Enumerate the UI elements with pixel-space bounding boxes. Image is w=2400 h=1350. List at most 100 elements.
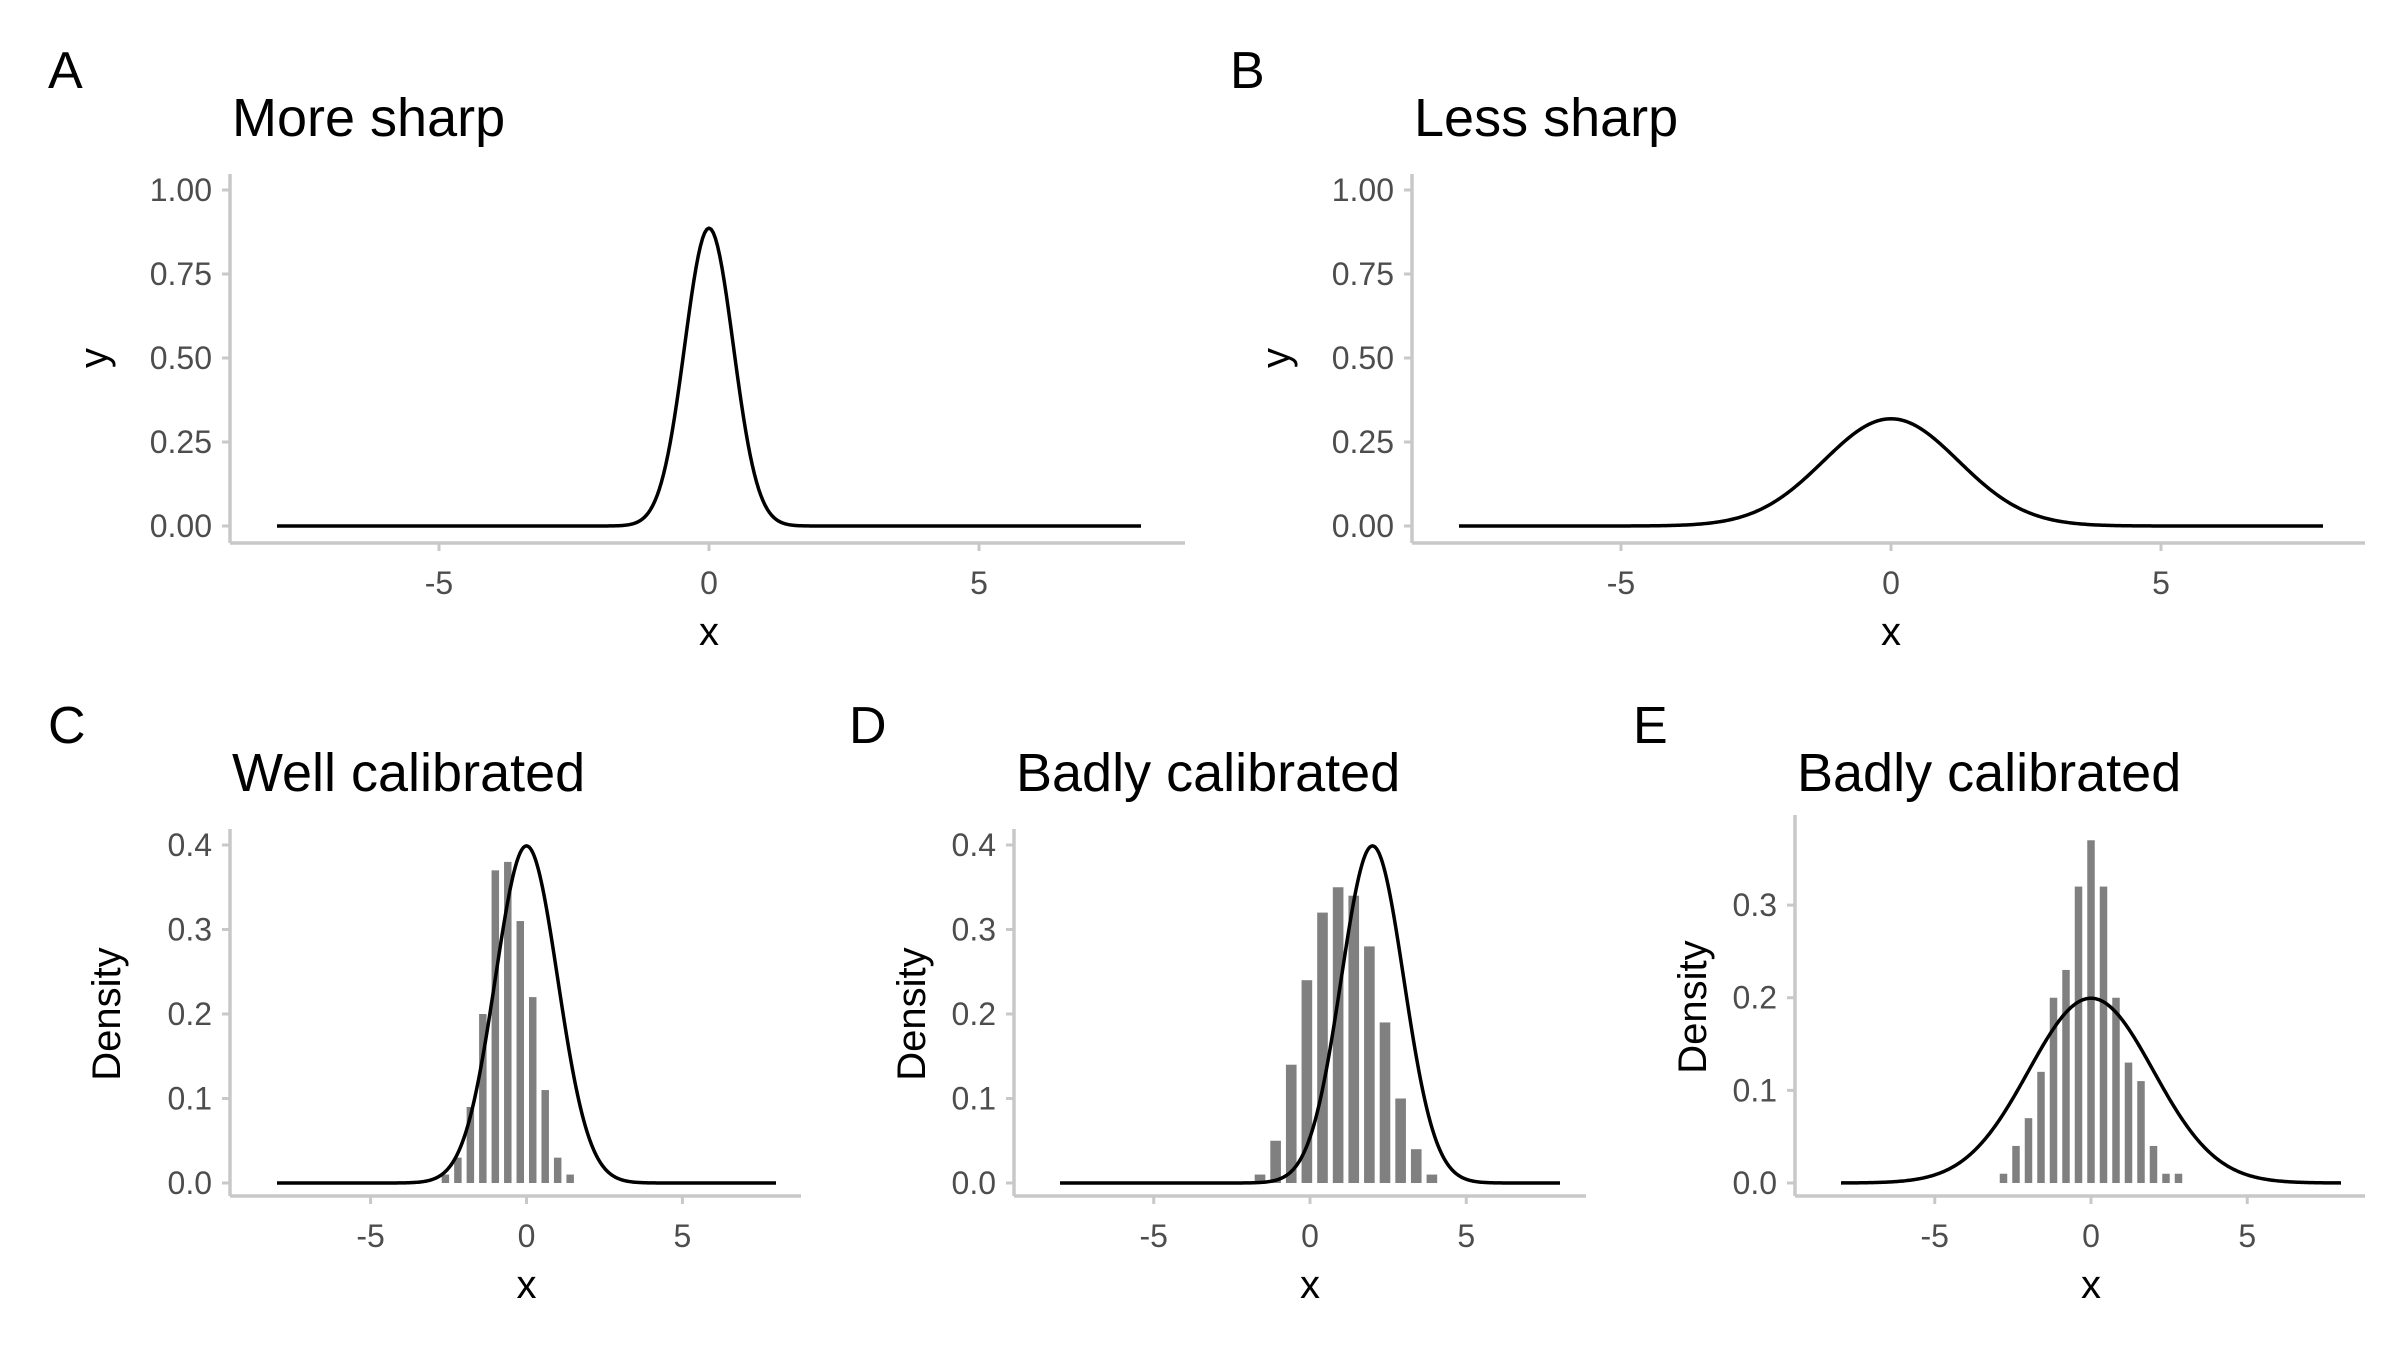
panel-tag: A <box>48 42 83 100</box>
panel-a: A More sharp 0.00 0.25 0.50 0.75 1.00 -5 0 5 x y <box>48 42 1185 654</box>
x-tick-label: -5 <box>356 1218 384 1254</box>
panel-title: Badly calibrated <box>1797 743 2181 803</box>
y-tick-label: 0.00 <box>150 508 212 544</box>
x-tick-label: 5 <box>2238 1218 2256 1254</box>
panel-c: C Well calibrated 0.0 0.1 0.2 0.3 0.4 -5 0 5 x Dens… <box>48 697 801 1307</box>
panel-tag: B <box>1230 42 1265 100</box>
x-tick-label: 0 <box>2082 1218 2100 1254</box>
histogram-bar <box>2024 1118 2033 1183</box>
histogram-bar <box>491 870 500 1183</box>
x-tick-label: -5 <box>1140 1218 1168 1254</box>
y-tick-label: 0.1 <box>952 1081 996 1117</box>
y-tick-label: 0.3 <box>952 912 996 948</box>
panel-b: B Less sharp 0.00 0.25 0.50 0.75 1.00 -5 0 5 x y <box>1230 42 2365 654</box>
histogram-bar <box>516 921 524 1183</box>
x-tick-label: -5 <box>1921 1218 1949 1254</box>
histogram-bar <box>1270 1140 1281 1183</box>
histogram-bar <box>479 1014 487 1183</box>
panel-d: D Badly calibrated 0.0 0.1 0.2 0.3 0.4 -5 0 5 x Den… <box>849 697 1586 1307</box>
histogram-bar <box>2037 1071 2045 1183</box>
y-axis-title: Density <box>1671 940 1715 1073</box>
histogram-bar <box>2012 1145 2020 1183</box>
y-tick-label: 0.00 <box>1332 508 1394 544</box>
y-tick-label: 0.75 <box>1332 256 1394 292</box>
histogram-bar <box>2112 997 2120 1183</box>
y-tick-label: 0.2 <box>1733 980 1777 1016</box>
density-curve <box>1059 844 1561 1185</box>
density-curve <box>276 844 777 1185</box>
histogram-bar <box>2124 1062 2133 1183</box>
histogram-bar <box>1364 946 1375 1183</box>
density-curve <box>277 226 1141 528</box>
y-tick-label: 0.0 <box>168 1165 212 1201</box>
histogram-bar <box>529 997 537 1183</box>
histogram-bar <box>1285 1064 1297 1183</box>
histogram-bar <box>1348 895 1360 1183</box>
panel-tag: D <box>849 697 887 755</box>
x-axis-title: x <box>1881 610 1901 654</box>
y-tick-label: 0.3 <box>1733 887 1777 923</box>
x-tick-label: 5 <box>1457 1218 1475 1254</box>
histogram-bar <box>1332 887 1344 1183</box>
y-tick-label: 0.2 <box>952 996 996 1032</box>
histogram-bar <box>1426 1174 1438 1183</box>
panel-tag: C <box>48 697 86 755</box>
x-axis-title: x <box>517 1263 537 1307</box>
histogram-bar <box>441 1174 450 1183</box>
y-tick-label: 0.50 <box>150 340 212 376</box>
x-tick-label: 0 <box>518 1218 536 1254</box>
x-tick-label: -5 <box>1607 565 1635 601</box>
histogram-bar <box>2174 1173 2183 1183</box>
histogram-bar <box>1379 1022 1391 1183</box>
panel-e: E Badly calibrated 0.0 0.1 0.2 0.3 -5 0 5 x Densit… <box>1633 697 2365 1307</box>
y-axis-title: Density <box>85 947 129 1080</box>
histogram-bar <box>454 1157 462 1183</box>
density-curve <box>1840 996 2342 1185</box>
y-tick-label: 0.4 <box>952 827 996 863</box>
histogram-bar <box>504 861 512 1183</box>
x-tick-label: 0 <box>1882 565 1900 601</box>
histogram-bar <box>2062 969 2070 1183</box>
histogram-bar <box>1410 1149 1422 1183</box>
x-axis-title: x <box>1300 1263 1320 1307</box>
density-curve <box>1459 417 2323 528</box>
panel-title: Badly calibrated <box>1016 743 1400 803</box>
x-tick-label: 0 <box>700 565 718 601</box>
panel-tag: E <box>1633 697 1668 755</box>
y-tick-label: 1.00 <box>150 172 212 208</box>
histogram-bar <box>553 1157 562 1183</box>
x-tick-label: 5 <box>674 1218 692 1254</box>
y-tick-label: 0.0 <box>952 1165 996 1201</box>
histogram-bar <box>541 1090 549 1183</box>
histogram-bar <box>2049 997 2058 1183</box>
histogram-bar <box>1301 980 1313 1183</box>
histogram-bar <box>1999 1173 2008 1183</box>
y-tick-label: 0.25 <box>1332 424 1394 460</box>
panel-title: More sharp <box>232 88 505 148</box>
histogram-bar <box>1317 912 1328 1183</box>
histogram-bar <box>2074 886 2083 1183</box>
y-tick-label: 0.2 <box>168 996 212 1032</box>
y-axis-title: y <box>72 348 116 368</box>
histogram-bar <box>566 1174 574 1183</box>
y-tick-label: 0.75 <box>150 256 212 292</box>
x-tick-label: 5 <box>970 565 988 601</box>
histogram-bar <box>2162 1173 2170 1183</box>
y-tick-label: 0.1 <box>1733 1072 1777 1108</box>
y-tick-label: 0.25 <box>150 424 212 460</box>
histogram-bar <box>466 1106 475 1183</box>
y-tick-label: 0.1 <box>168 1081 212 1117</box>
y-tick-label: 0.3 <box>168 912 212 948</box>
x-axis-title: x <box>699 610 719 654</box>
x-axis-title: x <box>2081 1263 2101 1307</box>
histogram-bar <box>1254 1174 1266 1183</box>
x-tick-label: 0 <box>1301 1218 1319 1254</box>
y-tick-label: 0.50 <box>1332 340 1394 376</box>
histogram-bar <box>2087 840 2095 1183</box>
y-axis-title: y <box>1254 348 1298 368</box>
histogram-bar <box>2149 1145 2158 1183</box>
histogram-bar <box>1395 1098 1406 1183</box>
x-tick-label: -5 <box>425 565 453 601</box>
y-axis-title: Density <box>890 947 934 1080</box>
